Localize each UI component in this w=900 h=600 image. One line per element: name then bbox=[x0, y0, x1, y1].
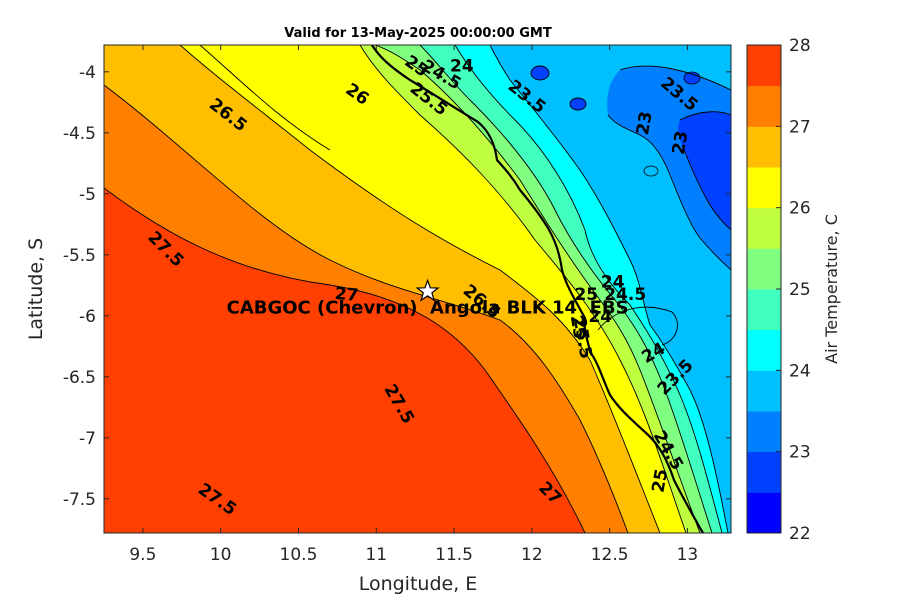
coastline bbox=[371, 45, 704, 533]
colorbar-segment bbox=[747, 167, 781, 209]
y-tick-label: -6 bbox=[79, 307, 96, 327]
x-axis-ticks: 9.5 10 10.5 11 11.5 12 12.5 13 bbox=[129, 45, 698, 565]
contour-label: 24 bbox=[450, 57, 474, 77]
cold-patch-3 bbox=[643, 165, 659, 177]
colorbar-segment bbox=[747, 126, 781, 168]
y-tick-label: -5.5 bbox=[63, 246, 96, 266]
colorbar-segment bbox=[747, 492, 781, 534]
y-tick-label: -7.5 bbox=[63, 490, 96, 510]
cold-patch-2 bbox=[570, 98, 586, 110]
colorbar-tick-label: 25 bbox=[789, 280, 811, 300]
contour-lines bbox=[104, 45, 731, 533]
y-tick-label: -7 bbox=[79, 429, 96, 449]
x-tick-label: 10 bbox=[210, 545, 232, 565]
x-tick-label: 12.5 bbox=[591, 545, 629, 565]
plot-title: Valid for 13-May-2025 00:00:00 GMT bbox=[284, 26, 552, 41]
colorbar-tick-label: 22 bbox=[789, 524, 811, 544]
contour-label: 25 bbox=[566, 314, 590, 341]
contour-label: 25 bbox=[574, 285, 598, 305]
y-axis-ticks: -4 -4.5 -5 -5.5 -6 -6.5 -7 -7.5 bbox=[63, 63, 731, 510]
colorbar-tick-label: 26 bbox=[789, 199, 811, 219]
y-tick-label: -4 bbox=[79, 63, 96, 83]
site-label: CABGOC (Chevron) Angola BLK 14 EBS bbox=[227, 297, 629, 318]
colorbar-segment bbox=[747, 411, 781, 453]
colorbar-tick-label: 28 bbox=[789, 36, 811, 56]
cold-patch-1 bbox=[531, 66, 549, 80]
contour-label: 24 bbox=[588, 307, 612, 327]
contour-label: 23 bbox=[669, 129, 693, 156]
y-tick-label: -5 bbox=[79, 185, 96, 205]
contour-label: 24 bbox=[601, 273, 625, 293]
x-tick-label: 11 bbox=[365, 545, 387, 565]
colorbar-segment bbox=[747, 451, 781, 493]
x-tick-label: 11.5 bbox=[435, 545, 473, 565]
band-27-5 bbox=[104, 188, 585, 533]
colorbar-segment bbox=[747, 329, 781, 371]
colorbar-segment bbox=[747, 289, 781, 331]
contour-label: 27 bbox=[334, 284, 359, 306]
colorbar-segment bbox=[747, 248, 781, 290]
x-tick-label: 10.5 bbox=[280, 545, 318, 565]
colorbar: 22 23 24 25 26 27 28 bbox=[746, 36, 811, 544]
colorbar-segment bbox=[747, 207, 781, 249]
site-marker-group: CABGOC (Chevron) Angola BLK 14 EBS bbox=[227, 278, 629, 318]
contour-label: 24.5 bbox=[604, 285, 646, 305]
plot-frame bbox=[103, 44, 732, 534]
site-star-icon bbox=[415, 278, 440, 302]
x-tick-label: 12 bbox=[521, 545, 543, 565]
contour-label: 23 bbox=[633, 110, 657, 137]
contour-label: 25 bbox=[649, 467, 673, 494]
x-axis-title: Longitude, E bbox=[359, 573, 478, 595]
colorbar-segment bbox=[747, 85, 781, 127]
colorbar-title: Air Temperature, C bbox=[822, 214, 841, 364]
colorbar-tick-label: 24 bbox=[789, 361, 811, 381]
colorbar-tick-label: 27 bbox=[789, 117, 811, 137]
colorbar-segment bbox=[747, 45, 781, 87]
x-tick-label: 13 bbox=[677, 545, 699, 565]
y-tick-label: -6.5 bbox=[63, 368, 96, 388]
y-axis-title: Latitude, S bbox=[25, 238, 47, 340]
band-22-5 bbox=[678, 111, 731, 230]
y-tick-label: -4.5 bbox=[63, 124, 96, 144]
map-plot-area bbox=[104, 45, 731, 533]
x-tick-label: 9.5 bbox=[129, 545, 156, 565]
colorbar-segment bbox=[747, 370, 781, 412]
colorbar-tick-label: 23 bbox=[789, 443, 811, 463]
